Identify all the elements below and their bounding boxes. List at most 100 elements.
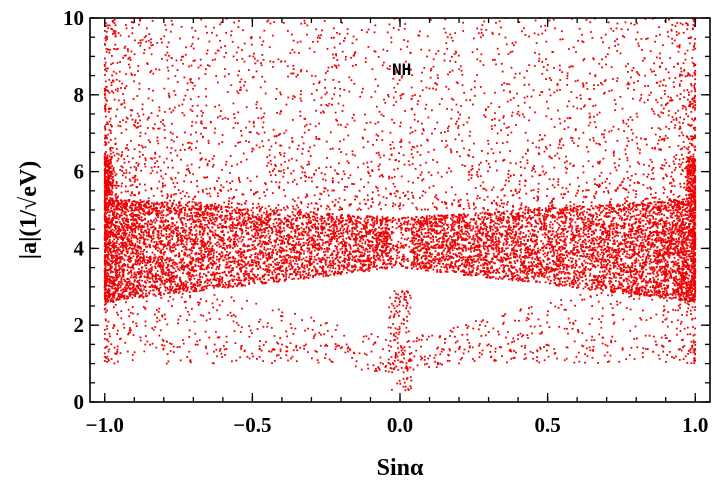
- scatter-point: [272, 128, 275, 131]
- scatter-point: [655, 286, 657, 289]
- scatter-point: [161, 185, 164, 188]
- scatter-point: [149, 71, 152, 74]
- scatter-point: [254, 216, 256, 218]
- scatter-point: [438, 220, 440, 223]
- scatter-point: [559, 38, 562, 41]
- scatter-point: [566, 105, 569, 108]
- scatter-point: [366, 215, 369, 217]
- scatter-point: [191, 286, 194, 288]
- scatter-point: [193, 201, 196, 204]
- scatter-point: [275, 275, 278, 278]
- scatter-point: [176, 69, 179, 71]
- scatter-point: [292, 207, 295, 210]
- scatter-point: [501, 83, 503, 86]
- scatter-point: [156, 160, 158, 163]
- scatter-point: [526, 225, 529, 228]
- scatter-point: [104, 57, 106, 60]
- scatter-point: [229, 245, 232, 248]
- scatter-point: [681, 107, 684, 110]
- scatter-point: [390, 310, 393, 313]
- scatter-point: [149, 157, 152, 160]
- scatter-point: [578, 258, 581, 260]
- scatter-point: [648, 262, 651, 265]
- scatter-point: [652, 172, 654, 175]
- scatter-point: [171, 231, 174, 234]
- scatter-point: [184, 245, 186, 248]
- scatter-point: [277, 224, 279, 227]
- scatter-point: [684, 301, 687, 304]
- scatter-point: [694, 191, 697, 194]
- scatter-point: [167, 241, 170, 244]
- scatter-point: [165, 238, 168, 240]
- scatter-point: [587, 268, 590, 271]
- scatter-point: [613, 250, 616, 253]
- scatter-point: [692, 256, 695, 259]
- scatter-point: [150, 38, 152, 41]
- scatter-point: [610, 290, 612, 292]
- scatter-point: [506, 141, 509, 143]
- scatter-point: [664, 84, 667, 87]
- scatter-point: [647, 248, 649, 251]
- scatter-point: [549, 237, 551, 240]
- scatter-point: [292, 260, 295, 262]
- scatter-point: [526, 271, 529, 274]
- scatter-point: [524, 184, 526, 187]
- scatter-point: [487, 152, 489, 155]
- scatter-point: [186, 281, 189, 284]
- scatter-point: [286, 205, 289, 208]
- scatter-point: [180, 158, 182, 161]
- scatter-point: [260, 234, 263, 237]
- scatter-point: [562, 222, 565, 225]
- scatter-point: [570, 91, 573, 93]
- scatter-point: [219, 275, 221, 278]
- scatter-point: [586, 220, 589, 223]
- scatter-point: [466, 193, 468, 195]
- scatter-point: [524, 209, 527, 211]
- scatter-point: [410, 227, 413, 230]
- scatter-point: [551, 201, 553, 203]
- scatter-point: [184, 195, 186, 197]
- scatter-point: [125, 169, 128, 172]
- scatter-point: [566, 280, 569, 282]
- scatter-point: [555, 262, 557, 265]
- scatter-point: [436, 239, 438, 242]
- scatter-point: [163, 283, 166, 286]
- scatter-point: [678, 158, 681, 161]
- scatter-point: [463, 264, 466, 267]
- scatter-point: [243, 216, 246, 219]
- scatter-point: [605, 268, 608, 270]
- scatter-point: [638, 294, 641, 297]
- scatter-point: [140, 274, 142, 277]
- scatter-point: [122, 288, 124, 291]
- scatter-point: [546, 349, 548, 352]
- scatter-point: [186, 255, 189, 258]
- scatter-point: [681, 218, 684, 220]
- scatter-point: [105, 204, 108, 207]
- scatter-point: [131, 191, 133, 194]
- scatter-point: [589, 258, 591, 261]
- scatter-point: [588, 346, 591, 349]
- scatter-point: [485, 229, 488, 232]
- scatter-point: [642, 173, 645, 176]
- scatter-point: [177, 240, 179, 242]
- scatter-point: [239, 281, 242, 284]
- scatter-point: [143, 276, 146, 278]
- scatter-point: [515, 268, 517, 271]
- scatter-point: [403, 163, 406, 166]
- scatter-point: [502, 219, 505, 222]
- scatter-point: [574, 262, 577, 265]
- scatter-point: [216, 226, 219, 229]
- scatter-point: [663, 288, 666, 291]
- scatter-point: [302, 167, 304, 169]
- scatter-point: [108, 244, 111, 246]
- scatter-point: [137, 42, 140, 44]
- scatter-point: [533, 271, 536, 274]
- scatter-point: [375, 105, 378, 108]
- scatter-point: [169, 295, 172, 298]
- scatter-point: [130, 266, 133, 268]
- scatter-point: [499, 226, 502, 229]
- scatter-point: [131, 212, 134, 214]
- scatter-point: [575, 205, 578, 208]
- scatter-point: [596, 252, 599, 255]
- scatter-point: [208, 284, 211, 287]
